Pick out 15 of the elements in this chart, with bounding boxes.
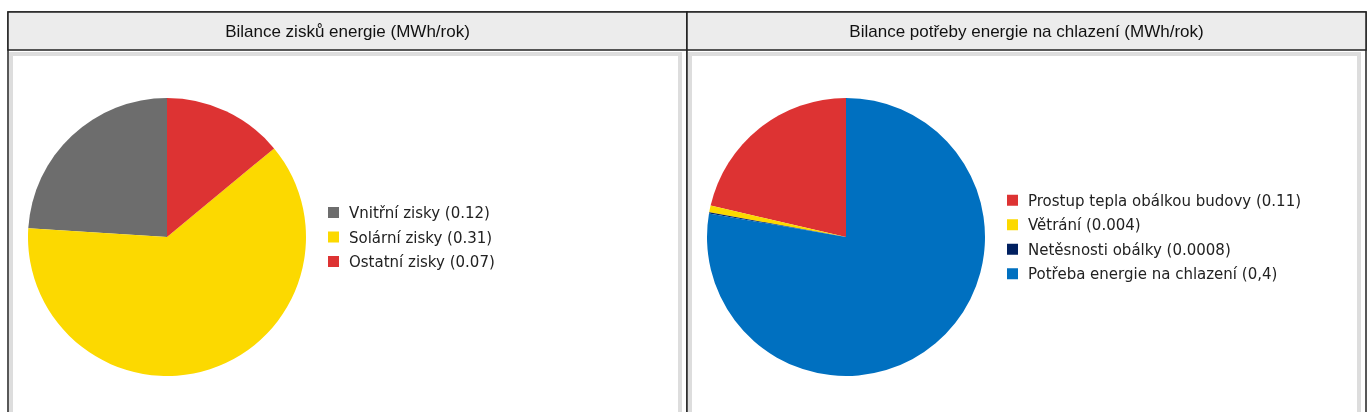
pie-slice: [28, 148, 306, 376]
pie-slice: [28, 98, 167, 237]
legend-label: Netěsnosti obálky (0.0008): [1028, 240, 1231, 259]
pie-slice: [710, 98, 846, 237]
chart-title: Bilance potřeby energie na chlazení (MWh/rok): [849, 22, 1204, 41]
pie-slice: [709, 205, 846, 237]
chart-title: Bilance zisků energie (MWh/rok): [225, 22, 470, 41]
legend-label: Větrání (0.004): [1028, 216, 1141, 235]
legend-label: Solární zisky (0.31): [349, 228, 493, 247]
pie-slice: [707, 98, 985, 376]
legend-label: Prostup tepla obálkou budovy (0.11): [1028, 191, 1302, 210]
legend-label: Vnitřní zisky (0.12): [349, 204, 490, 222]
legend-label: Potřeba energie na chlazení (0,4): [1028, 265, 1278, 284]
pie-slice: [167, 98, 275, 237]
legend-label: Ostatní zisky (0.07): [349, 253, 495, 271]
